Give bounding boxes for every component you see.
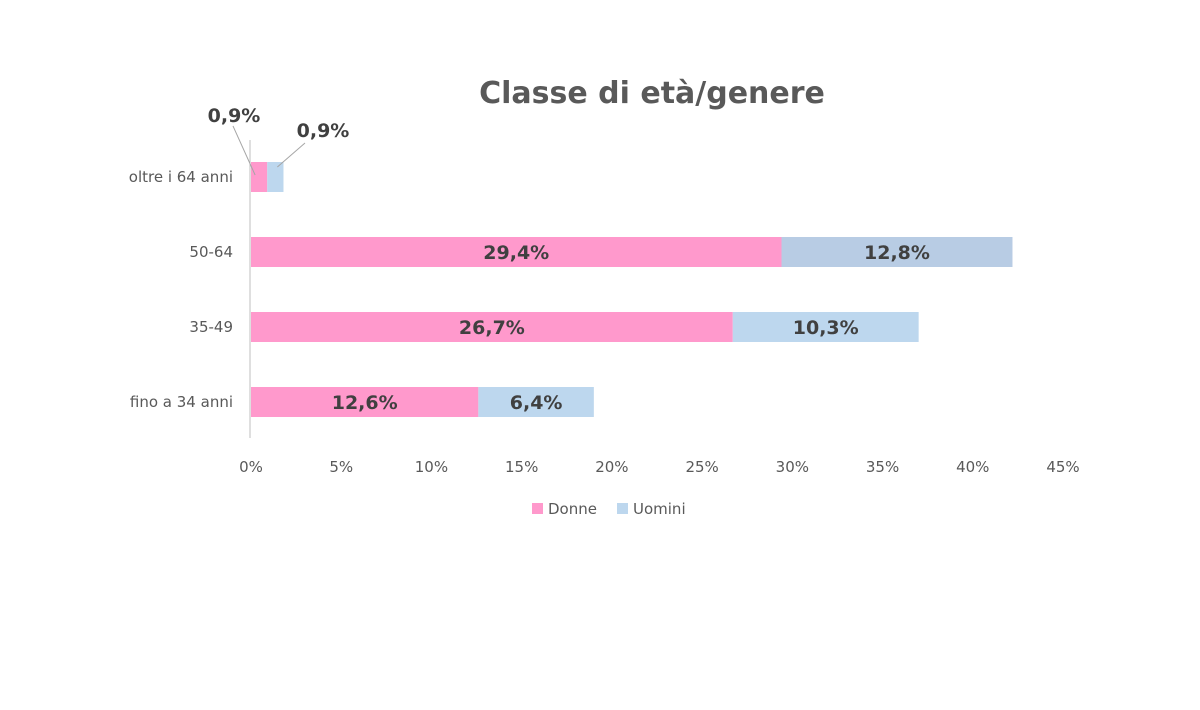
leader-line — [232, 125, 256, 176]
legend-entry: Donne — [548, 500, 597, 518]
data-label: 29,4% — [483, 242, 549, 264]
bar-uomini-2 — [732, 312, 919, 342]
data-label: 10,3% — [793, 317, 859, 339]
x-tick-label: 45% — [1046, 458, 1079, 476]
bar-donne-1 — [251, 237, 782, 267]
x-tick-label: 5% — [329, 458, 353, 476]
category-label: oltre i 64 anni — [129, 168, 233, 186]
x-tick-label: 35% — [866, 458, 899, 476]
x-tick-label: 10% — [415, 458, 448, 476]
bar-uomini-3 — [478, 387, 594, 417]
data-label: 6,4% — [510, 392, 563, 414]
x-tick-label: 30% — [776, 458, 809, 476]
data-label: 0,9% — [297, 120, 350, 142]
x-tick-label: 15% — [505, 458, 538, 476]
category-label: fino a 34 anni — [130, 393, 233, 411]
data-label: 0,9% — [208, 105, 261, 127]
data-label: 12,6% — [332, 392, 398, 414]
category-label: 35-49 — [189, 318, 233, 336]
bar-donne-0 — [251, 162, 268, 192]
category-label: 50-64 — [189, 243, 233, 261]
x-tick-label: 0% — [239, 458, 263, 476]
legend-entry: Uomini — [633, 500, 686, 518]
bar-uomini-1 — [781, 237, 1013, 267]
legend-swatch — [532, 503, 543, 514]
legend-swatch — [617, 503, 628, 514]
bar-donne-2 — [251, 312, 733, 342]
chart-title: Classe di età/genere — [479, 76, 825, 111]
data-label: 26,7% — [459, 317, 525, 339]
bar-uomini-0 — [267, 162, 284, 192]
x-tick-label: 20% — [595, 458, 628, 476]
leader-line — [277, 142, 306, 168]
x-tick-label: 40% — [956, 458, 989, 476]
data-label: 12,8% — [864, 242, 930, 264]
bar-donne-3 — [251, 387, 479, 417]
x-tick-label: 25% — [685, 458, 718, 476]
